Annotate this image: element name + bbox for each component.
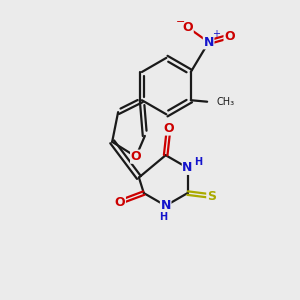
Text: CH₃: CH₃ [216, 97, 234, 107]
Text: N: N [182, 161, 193, 174]
Text: O: O [130, 150, 141, 163]
Text: O: O [182, 21, 193, 34]
Text: N: N [203, 36, 214, 49]
Text: H: H [159, 212, 167, 222]
Text: +: + [212, 29, 220, 39]
Text: S: S [207, 190, 216, 202]
Text: O: O [115, 196, 125, 208]
Text: N: N [160, 199, 171, 212]
Text: H: H [194, 157, 202, 167]
Text: −: − [176, 17, 185, 27]
Text: O: O [224, 30, 235, 43]
Text: O: O [163, 122, 174, 135]
